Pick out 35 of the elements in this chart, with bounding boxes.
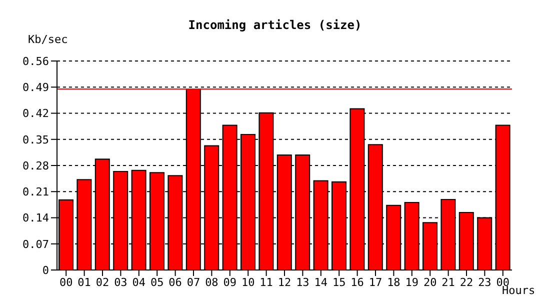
x-tick-label: 21 [442,276,455,289]
x-tick-label: 01 [78,276,91,289]
x-tick-label: 17 [368,276,382,289]
x-tick-label: 16 [350,276,364,289]
x-tick-label: 14 [314,276,328,289]
y-tick-label: 0.35 [22,133,49,146]
x-tick-label: 05 [150,276,164,289]
x-tick-label: 09 [223,276,237,289]
y-tick-label: 0.14 [22,212,50,225]
y-tick-label: 0.07 [22,238,49,251]
x-tick-label: 15 [332,276,346,289]
x-tick-label: 23 [478,276,492,289]
x-tick-label: 10 [241,276,255,289]
y-tick-label: 0.56 [22,54,49,68]
x-tick-label: 08 [205,276,218,289]
x-tick-label: 20 [423,276,437,289]
x-tick-label: 04 [132,276,146,289]
y-axis-title: Kb/sec [28,33,68,46]
y-tick-label: 0.28 [22,159,49,172]
y-tick-label: 0.42 [22,107,49,120]
x-tick-label: 19 [405,276,419,289]
x-tick-label: 22 [460,276,474,289]
x-tick-label: 07 [186,276,200,289]
x-tick-label: 12 [278,276,292,289]
y-tick-label: 0 [42,264,49,277]
x-tick-label: 13 [296,276,310,289]
x-tick-label: 00 [59,276,73,289]
x-tick-label: 06 [168,276,182,289]
x-tick-label: 18 [387,276,400,289]
y-tick-label: 0.21 [22,186,49,199]
x-tick-label: 02 [96,276,110,289]
x-tick-label: 11 [260,276,273,289]
y-tick-label: 0.49 [22,81,49,94]
x-tick-label: 03 [114,276,128,289]
chart-title: Incoming articles (size) [187,18,363,32]
